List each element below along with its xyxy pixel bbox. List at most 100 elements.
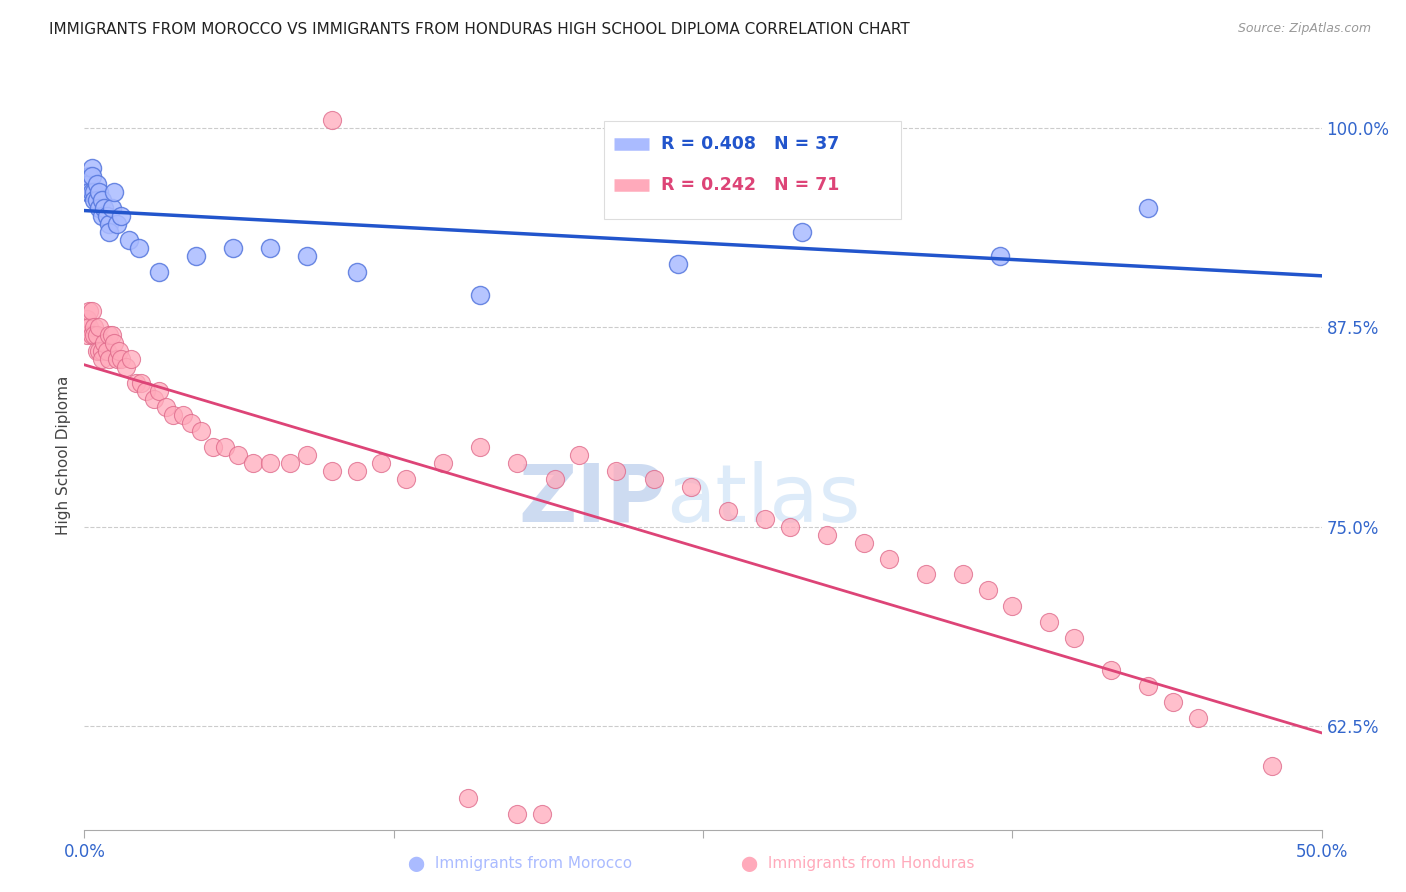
Point bbox=[180, 416, 202, 430]
Point bbox=[80, 185, 103, 199]
Point bbox=[1137, 679, 1160, 693]
Point bbox=[115, 360, 138, 375]
Point bbox=[125, 376, 148, 391]
Point bbox=[202, 440, 225, 454]
Point bbox=[952, 567, 974, 582]
Point bbox=[470, 288, 492, 302]
Point bbox=[914, 567, 936, 582]
Point bbox=[1161, 695, 1184, 709]
Point bbox=[1261, 759, 1284, 773]
Point bbox=[222, 241, 245, 255]
Point bbox=[79, 185, 101, 199]
Point bbox=[259, 456, 281, 470]
Point bbox=[129, 376, 152, 391]
Point bbox=[120, 352, 142, 367]
Bar bbox=[605, 121, 901, 219]
Text: ⬤  Immigrants from Morocco: ⬤ Immigrants from Morocco bbox=[408, 856, 633, 872]
Point bbox=[346, 264, 368, 278]
Point bbox=[162, 408, 184, 422]
Point bbox=[506, 806, 529, 821]
Point bbox=[110, 352, 132, 367]
Point bbox=[295, 249, 318, 263]
Point bbox=[1001, 599, 1024, 614]
Point bbox=[103, 185, 125, 199]
Point bbox=[321, 464, 343, 478]
Point bbox=[1099, 663, 1122, 677]
Point bbox=[321, 113, 343, 128]
Point bbox=[90, 352, 112, 367]
Point bbox=[80, 328, 103, 343]
Point bbox=[80, 304, 103, 318]
Point bbox=[83, 328, 105, 343]
Text: ⬤  Immigrants from Honduras: ⬤ Immigrants from Honduras bbox=[741, 856, 974, 872]
Point bbox=[98, 328, 121, 343]
Point bbox=[395, 472, 418, 486]
Point bbox=[370, 456, 392, 470]
Point bbox=[278, 456, 301, 470]
Point bbox=[86, 193, 108, 207]
Point bbox=[666, 257, 689, 271]
Point bbox=[108, 344, 131, 359]
Point bbox=[76, 328, 98, 343]
Point bbox=[93, 336, 115, 351]
Point bbox=[754, 511, 776, 525]
Point bbox=[148, 264, 170, 278]
Point bbox=[605, 464, 627, 478]
Point bbox=[815, 527, 838, 541]
Point bbox=[457, 790, 479, 805]
Point bbox=[86, 177, 108, 191]
Text: Source: ZipAtlas.com: Source: ZipAtlas.com bbox=[1237, 22, 1371, 36]
Point bbox=[1137, 201, 1160, 215]
Point bbox=[105, 352, 128, 367]
Point bbox=[89, 344, 111, 359]
Point bbox=[89, 320, 111, 334]
Point bbox=[242, 456, 264, 470]
Point bbox=[79, 169, 101, 183]
Point bbox=[643, 472, 665, 486]
Y-axis label: High School Diploma: High School Diploma bbox=[56, 376, 72, 534]
Point bbox=[135, 384, 157, 399]
Point bbox=[226, 448, 249, 462]
Point bbox=[717, 504, 740, 518]
Point bbox=[98, 225, 121, 239]
Point bbox=[543, 472, 565, 486]
Point bbox=[110, 209, 132, 223]
Point bbox=[79, 304, 101, 318]
Point bbox=[80, 161, 103, 175]
Point bbox=[155, 400, 177, 414]
Point bbox=[259, 241, 281, 255]
Point bbox=[89, 185, 111, 199]
Point bbox=[118, 233, 141, 247]
Point bbox=[1063, 632, 1085, 646]
Point bbox=[790, 225, 813, 239]
Point bbox=[93, 201, 115, 215]
Text: atlas: atlas bbox=[666, 461, 860, 539]
Point bbox=[83, 193, 105, 207]
Point bbox=[103, 336, 125, 351]
Point bbox=[90, 209, 112, 223]
Point bbox=[184, 249, 207, 263]
Point bbox=[988, 249, 1011, 263]
Point bbox=[98, 352, 121, 367]
Point bbox=[214, 440, 236, 454]
Point bbox=[852, 535, 875, 549]
Point bbox=[100, 328, 122, 343]
Point bbox=[90, 344, 112, 359]
Point bbox=[779, 519, 801, 533]
Point bbox=[295, 448, 318, 462]
Point bbox=[432, 456, 454, 470]
Point bbox=[346, 464, 368, 478]
Point bbox=[1038, 615, 1060, 630]
Point bbox=[76, 312, 98, 326]
Point bbox=[148, 384, 170, 399]
Point bbox=[80, 169, 103, 183]
Point bbox=[679, 480, 702, 494]
Point bbox=[79, 177, 101, 191]
Point bbox=[105, 217, 128, 231]
Point bbox=[79, 320, 101, 334]
Text: R = 0.242   N = 71: R = 0.242 N = 71 bbox=[661, 177, 839, 194]
Point bbox=[89, 201, 111, 215]
Point bbox=[1187, 711, 1209, 725]
Point bbox=[96, 209, 118, 223]
Text: R = 0.408   N = 37: R = 0.408 N = 37 bbox=[661, 135, 839, 153]
